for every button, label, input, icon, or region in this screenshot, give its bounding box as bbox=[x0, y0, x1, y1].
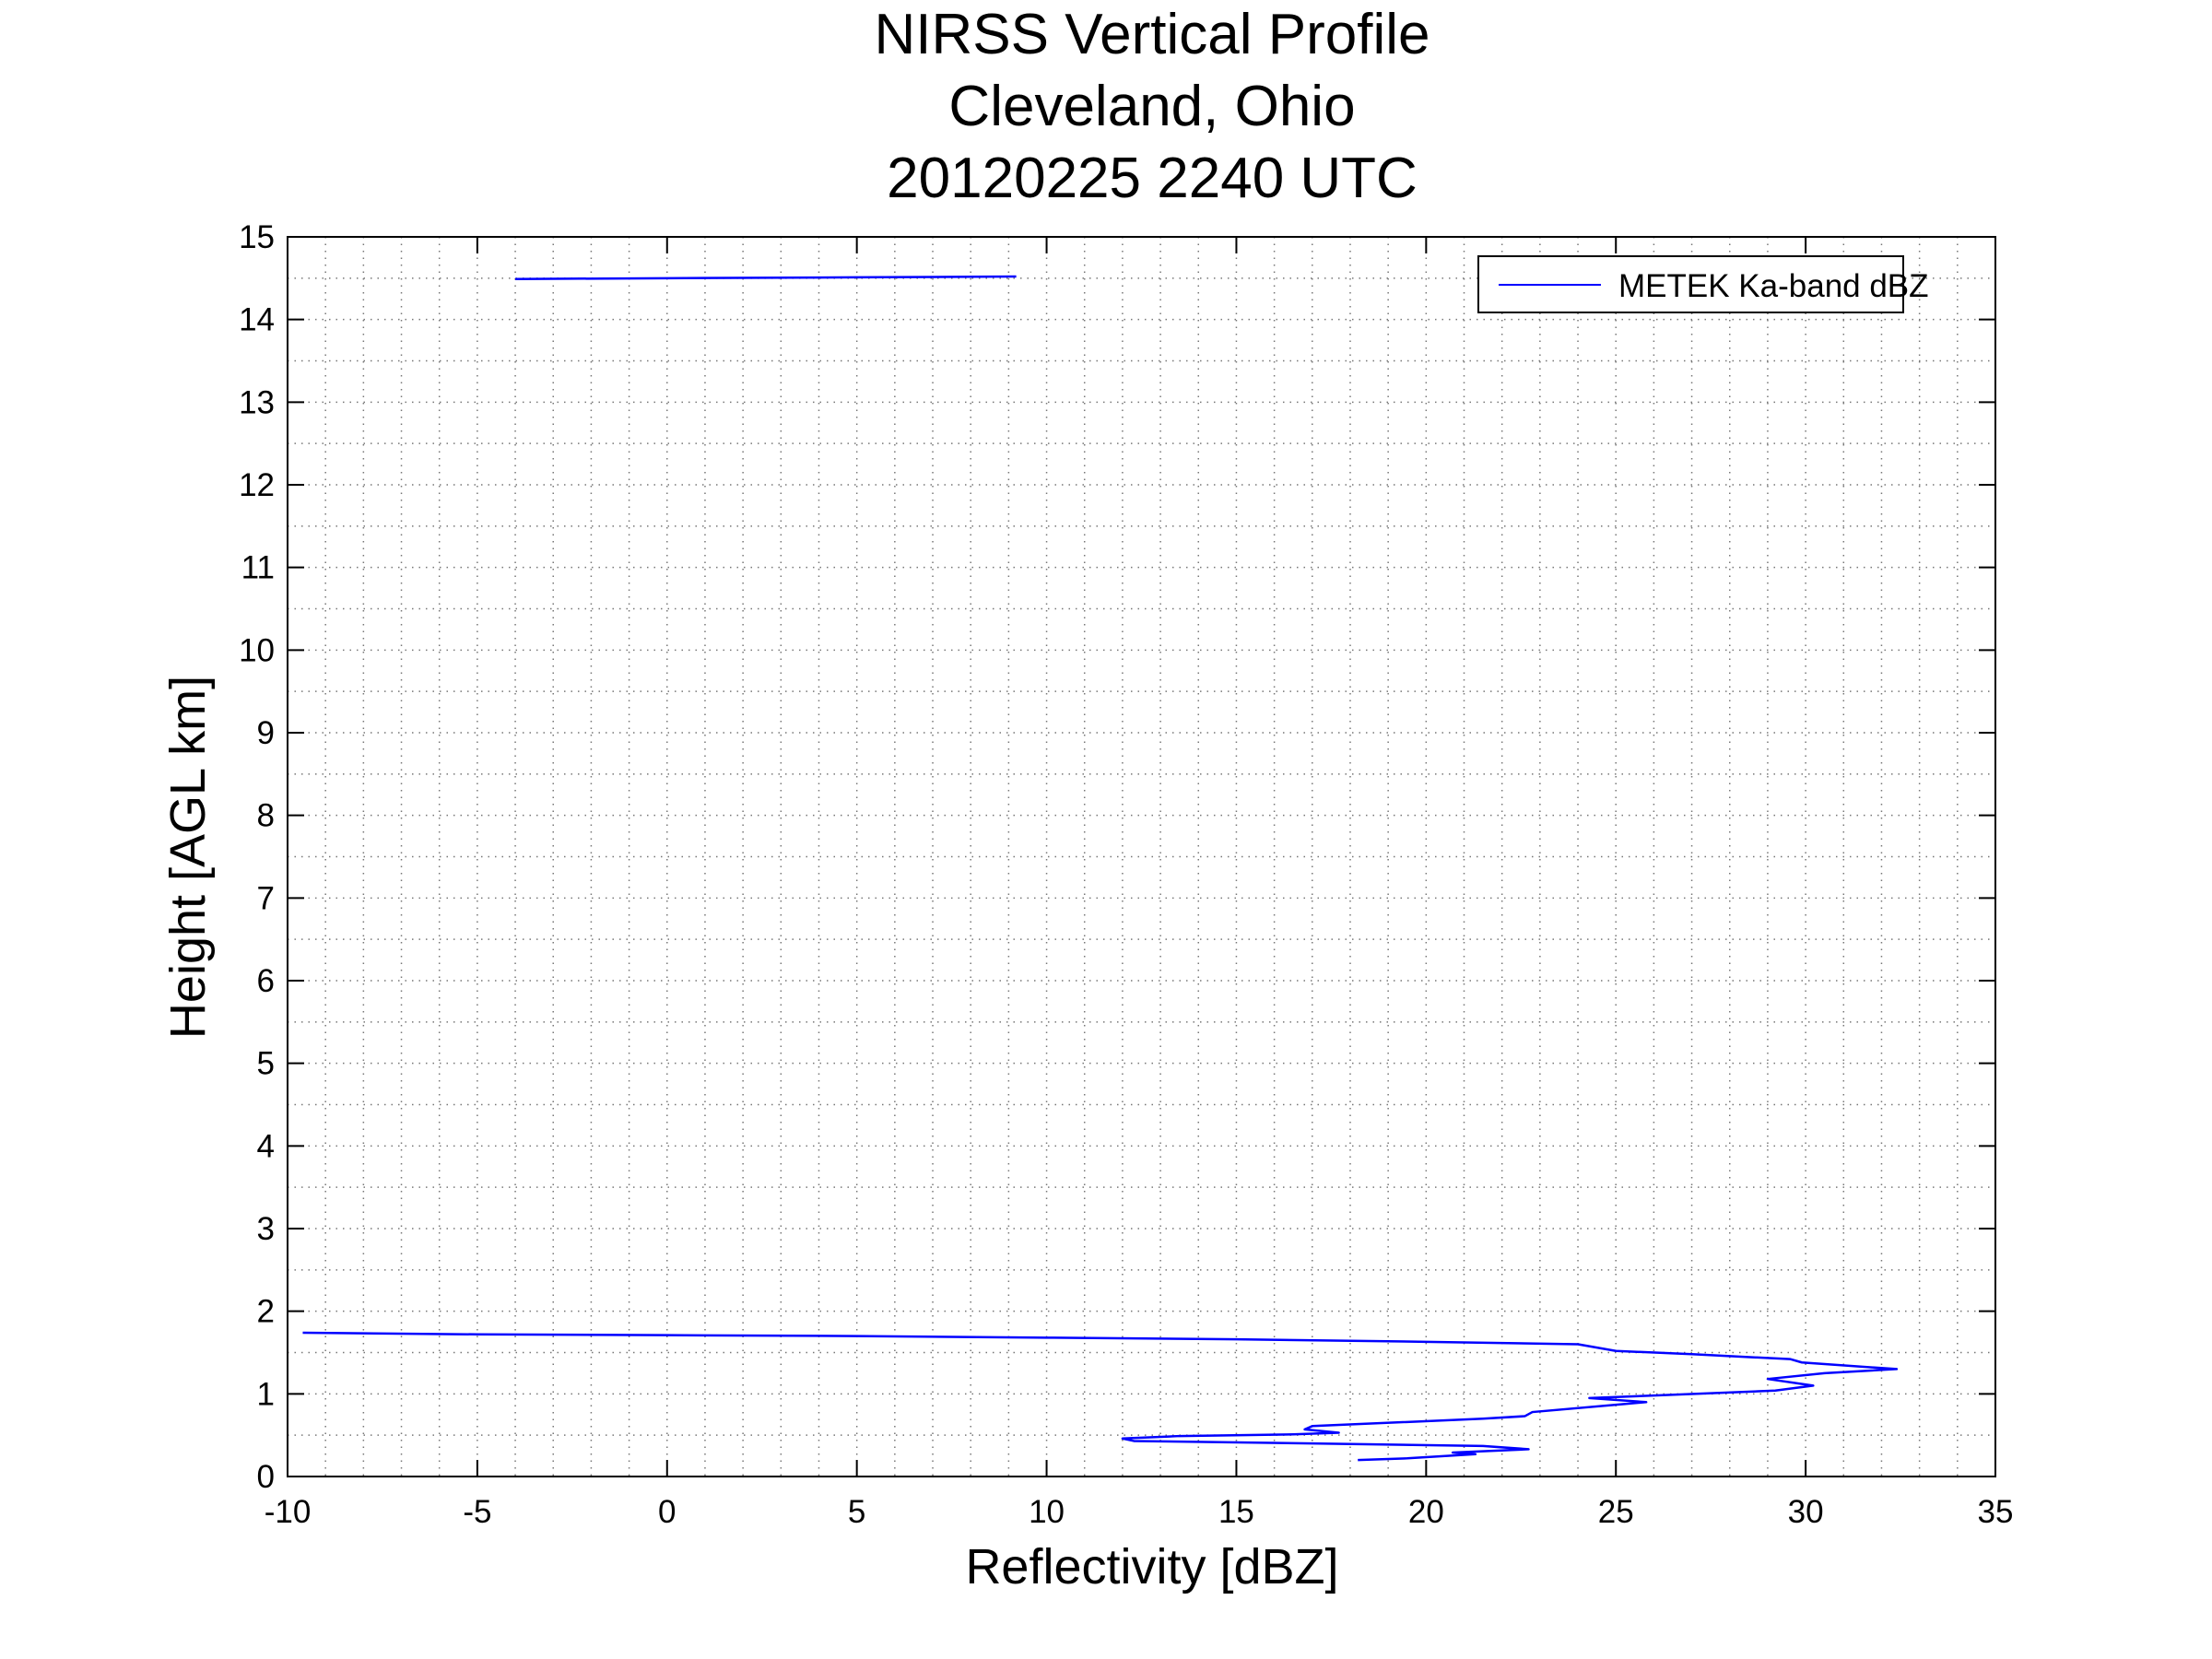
y-tick-label: 3 bbox=[257, 1211, 275, 1247]
series-line-metek-ka-band bbox=[515, 275, 1017, 280]
legend-entry-label: METEK Ka-band dBZ bbox=[1618, 268, 1929, 304]
series-layer bbox=[302, 275, 1899, 1462]
chart-title: NIRSS Vertical Profile Cleveland, Ohio 2… bbox=[875, 3, 1430, 210]
plot-frame bbox=[287, 236, 1996, 1477]
y-tick-label: 15 bbox=[239, 219, 275, 255]
y-tick-label: 0 bbox=[257, 1459, 275, 1495]
y-tick-label: 12 bbox=[239, 467, 275, 503]
title-line-1: NIRSS Vertical Profile bbox=[875, 3, 1430, 66]
x-tick-label: 0 bbox=[658, 1494, 676, 1530]
y-axis-label: Height [AGL km] bbox=[160, 676, 216, 1039]
y-tick-label: 7 bbox=[257, 880, 275, 916]
y-tick-label: 4 bbox=[257, 1128, 275, 1164]
y-tick-label: 14 bbox=[239, 302, 275, 338]
y-tick-label: 10 bbox=[239, 632, 275, 668]
y-tick-label: 1 bbox=[257, 1376, 275, 1412]
y-tick-label: 8 bbox=[257, 798, 275, 834]
legend: METEK Ka-band dBZ bbox=[1477, 255, 1929, 313]
y-tick-label: 5 bbox=[257, 1046, 275, 1082]
y-tick-label: 11 bbox=[241, 550, 275, 586]
y-tick-label: 6 bbox=[257, 963, 275, 999]
x-tick-label: 35 bbox=[1978, 1494, 2014, 1530]
title-line-3: 20120225 2240 UTC bbox=[887, 147, 1418, 210]
y-tick-label: 13 bbox=[239, 384, 275, 420]
x-tick-label: 30 bbox=[1788, 1494, 1824, 1530]
x-tick-label: 25 bbox=[1598, 1494, 1634, 1530]
x-tick-label: -5 bbox=[463, 1494, 491, 1530]
title-line-2: Cleveland, Ohio bbox=[948, 75, 1355, 138]
x-axis-label: Reflectivity [dBZ] bbox=[965, 1539, 1338, 1594]
x-tick-label: -10 bbox=[265, 1494, 312, 1530]
x-tick-label: 10 bbox=[1029, 1494, 1065, 1530]
ticks: -10 -5 0 5 10 15 20 25 30 35012345678910111213141… bbox=[239, 219, 2013, 1530]
x-tick-label: 5 bbox=[848, 1494, 865, 1530]
series-line-metek-ka-band bbox=[302, 1331, 1899, 1462]
x-tick-label: 20 bbox=[1408, 1494, 1444, 1530]
y-tick-label: 9 bbox=[257, 715, 275, 751]
x-tick-label: 15 bbox=[1218, 1494, 1254, 1530]
y-tick-label: 2 bbox=[257, 1294, 275, 1330]
